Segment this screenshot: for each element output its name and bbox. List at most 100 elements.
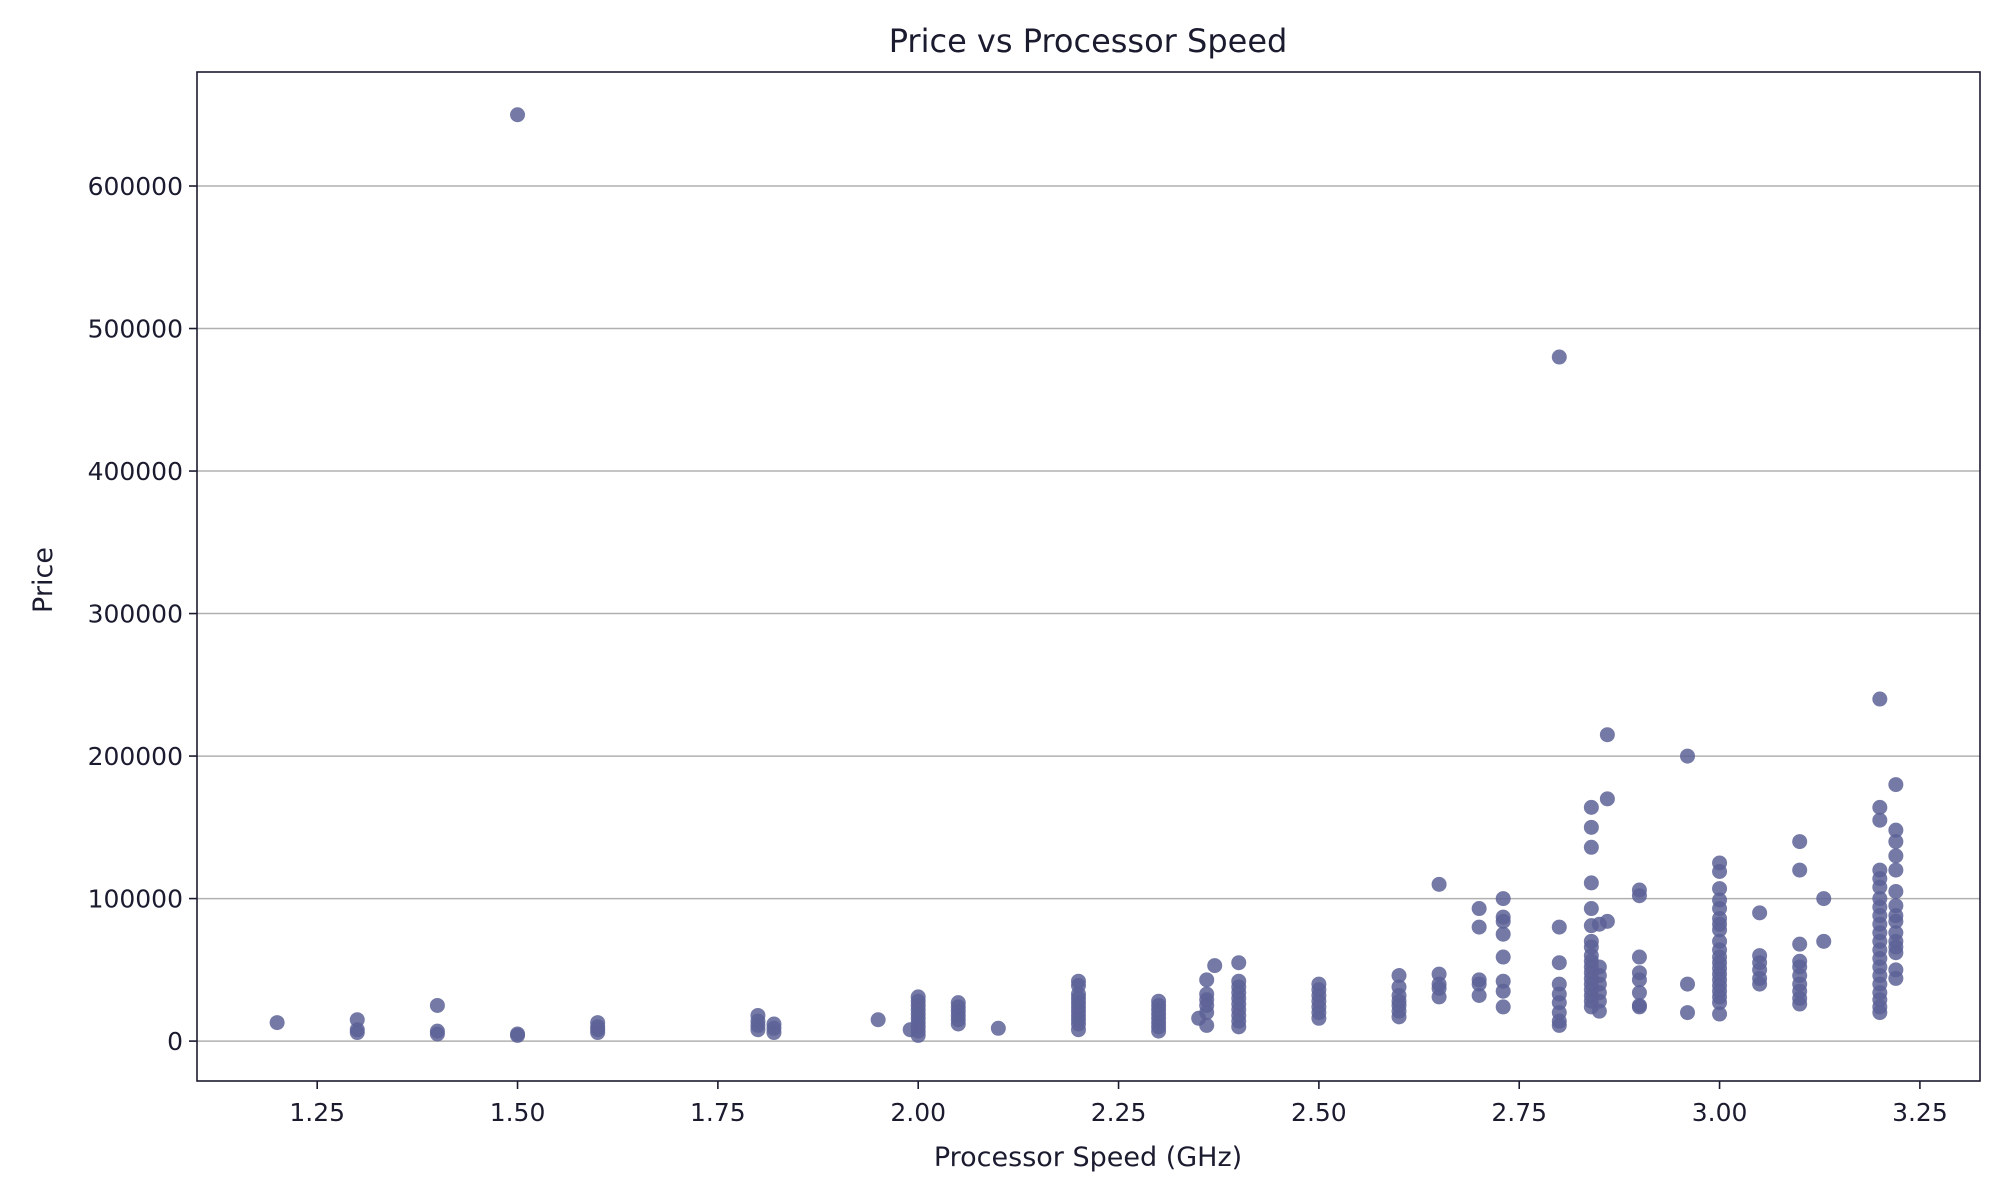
data-point bbox=[750, 1022, 766, 1038]
y-tick-label: 300000 bbox=[88, 600, 183, 629]
data-point bbox=[1391, 968, 1407, 984]
data-point bbox=[1070, 1022, 1086, 1038]
y-gridlines bbox=[197, 185, 1980, 1042]
data-point bbox=[1495, 891, 1511, 907]
data-point bbox=[1599, 913, 1615, 929]
data-point bbox=[1471, 987, 1487, 1003]
y-tick-label: 100000 bbox=[88, 885, 183, 914]
data-point bbox=[1888, 848, 1904, 864]
data-point bbox=[1872, 691, 1888, 707]
x-tick-label: 1.25 bbox=[289, 1098, 345, 1127]
data-point bbox=[1631, 949, 1647, 965]
data-point bbox=[1495, 949, 1511, 965]
data-point bbox=[1712, 1006, 1728, 1022]
data-point bbox=[269, 1015, 285, 1031]
data-point bbox=[1680, 976, 1696, 992]
data-point bbox=[1816, 933, 1832, 949]
data-point bbox=[1583, 799, 1599, 815]
data-point bbox=[1712, 995, 1728, 1011]
data-point bbox=[766, 1025, 782, 1041]
data-point bbox=[1311, 1010, 1327, 1026]
data-point bbox=[1888, 777, 1904, 793]
data-point bbox=[1712, 922, 1728, 938]
data-point bbox=[1471, 901, 1487, 917]
data-point bbox=[1888, 970, 1904, 986]
data-point bbox=[1888, 883, 1904, 899]
data-point bbox=[1816, 891, 1832, 907]
data-point bbox=[1207, 958, 1223, 974]
data-point bbox=[1792, 862, 1808, 878]
data-point bbox=[1199, 1017, 1215, 1033]
chart-title: Price vs Processor Speed bbox=[889, 22, 1288, 60]
data-point bbox=[1599, 791, 1615, 807]
data-points bbox=[269, 107, 1904, 1043]
data-point bbox=[1712, 864, 1728, 880]
data-point bbox=[1551, 919, 1567, 935]
data-point bbox=[510, 1027, 526, 1043]
x-tick-label: 2.75 bbox=[1491, 1098, 1547, 1127]
data-point bbox=[429, 997, 445, 1013]
data-point bbox=[1495, 926, 1511, 942]
x-tick-label: 2.50 bbox=[1291, 1098, 1347, 1127]
data-point bbox=[1583, 875, 1599, 891]
data-point bbox=[950, 1016, 966, 1032]
y-tick-label: 500000 bbox=[88, 315, 183, 344]
y-tick-label: 200000 bbox=[88, 742, 183, 771]
x-tick-label: 1.50 bbox=[490, 1098, 546, 1127]
data-point bbox=[590, 1025, 606, 1041]
plot-frame bbox=[196, 71, 1981, 1082]
data-point bbox=[1551, 349, 1567, 365]
x-tick-label: 2.25 bbox=[1091, 1098, 1147, 1127]
x-tick-label: 2.00 bbox=[890, 1098, 946, 1127]
data-point bbox=[990, 1020, 1006, 1036]
data-point bbox=[1431, 876, 1447, 892]
data-point bbox=[1752, 976, 1768, 992]
data-point bbox=[910, 1027, 926, 1043]
data-point bbox=[429, 1026, 445, 1042]
data-point bbox=[1591, 1003, 1607, 1019]
y-tick-label: 0 bbox=[167, 1027, 183, 1056]
data-point bbox=[1495, 983, 1511, 999]
data-point bbox=[1631, 972, 1647, 988]
data-point bbox=[1583, 901, 1599, 917]
data-point bbox=[1872, 812, 1888, 828]
data-point bbox=[349, 1025, 365, 1041]
data-point bbox=[1471, 919, 1487, 935]
data-point bbox=[1231, 1019, 1247, 1035]
data-point bbox=[1199, 1005, 1215, 1021]
data-point bbox=[1631, 888, 1647, 904]
data-point bbox=[1199, 972, 1215, 988]
data-point bbox=[1888, 913, 1904, 929]
data-point bbox=[1583, 839, 1599, 855]
data-point bbox=[1792, 834, 1808, 850]
x-axis-label: Processor Speed (GHz) bbox=[934, 1142, 1242, 1173]
x-tick-label: 3.25 bbox=[1892, 1098, 1948, 1127]
x-tick-label: 3.00 bbox=[1692, 1098, 1748, 1127]
data-point bbox=[1231, 955, 1247, 971]
data-point bbox=[1888, 834, 1904, 850]
x-axis-ticks: 1.25 1.50 1.75 2.00 2.25 2.50 2.75 3.00 3.25 bbox=[289, 1081, 1948, 1127]
data-point bbox=[1631, 999, 1647, 1015]
data-point bbox=[1752, 905, 1768, 921]
data-point bbox=[1551, 955, 1567, 971]
data-point bbox=[1872, 799, 1888, 815]
data-point bbox=[1680, 748, 1696, 764]
data-point bbox=[1680, 1005, 1696, 1021]
data-point bbox=[1599, 727, 1615, 743]
data-point bbox=[1495, 999, 1511, 1015]
data-point bbox=[1888, 862, 1904, 878]
data-point bbox=[1495, 913, 1511, 929]
data-point bbox=[1888, 822, 1904, 838]
data-point bbox=[1872, 879, 1888, 895]
y-axis-label: Price bbox=[28, 547, 59, 613]
data-point bbox=[1712, 881, 1728, 897]
data-point bbox=[1471, 976, 1487, 992]
data-point bbox=[1792, 936, 1808, 952]
y-tick-label: 600000 bbox=[88, 172, 183, 201]
y-axis-ticks: 0 100000 200000 300000 400000 500000 600000 bbox=[88, 172, 197, 1056]
data-point bbox=[1391, 1009, 1407, 1025]
data-point bbox=[1631, 985, 1647, 1001]
data-point bbox=[1792, 996, 1808, 1012]
data-point bbox=[1431, 989, 1447, 1005]
